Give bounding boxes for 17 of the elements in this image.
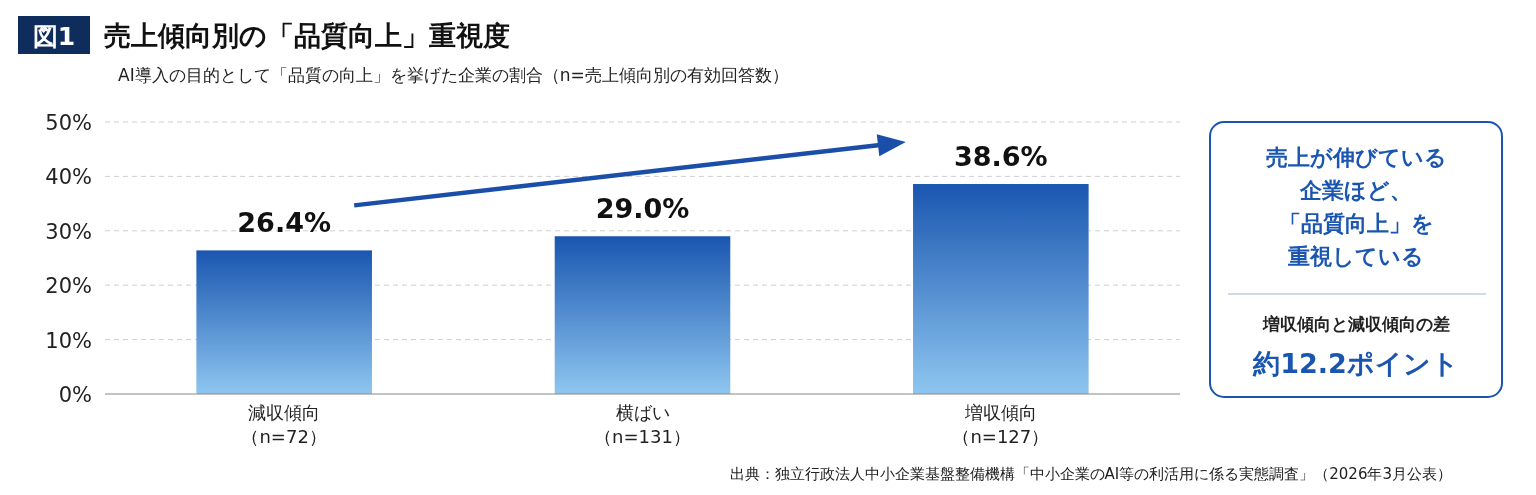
y-tick-label: 50% [45, 111, 92, 135]
source-note: 出典：独立行政法人中小企業基盤整備機構「中小企業のAI等の利活用に係る実態調査」（2026年3月公表） [729, 465, 1452, 483]
title: 図1 売上傾向別の「品質向上」重視度 [18, 16, 510, 54]
x-tick-label: 増収傾向（n=127） [952, 402, 1050, 447]
data-label: 38.6% [954, 141, 1048, 173]
y-tick-label: 0% [58, 383, 92, 407]
card: 売上が伸びている 企業ほど、 「品質向上」を 重視している 増収傾向と減収傾向の差 約12.2ポイント [1209, 121, 1503, 398]
y-tick-label: 10% [45, 328, 92, 353]
x-tick-label: 減収傾向（n=72） [241, 402, 327, 447]
data-label: 26.4% [237, 207, 331, 239]
x-tick-label: 横ばい（n=131） [594, 402, 691, 447]
chart-title: 図1 売上傾向別の「品質向上」重視度 [32, 20, 510, 51]
y-tick-label: 40% [45, 165, 92, 190]
data-label: 29.0% [595, 193, 690, 225]
y-tick-label: 30% [45, 219, 92, 244]
y-tick-label: 20% [45, 274, 92, 299]
chart-subtitle: AI導入の目的として「品質の向上」を挙げた企業の割合（n=売上傾向別の有効回答数） [118, 65, 789, 85]
